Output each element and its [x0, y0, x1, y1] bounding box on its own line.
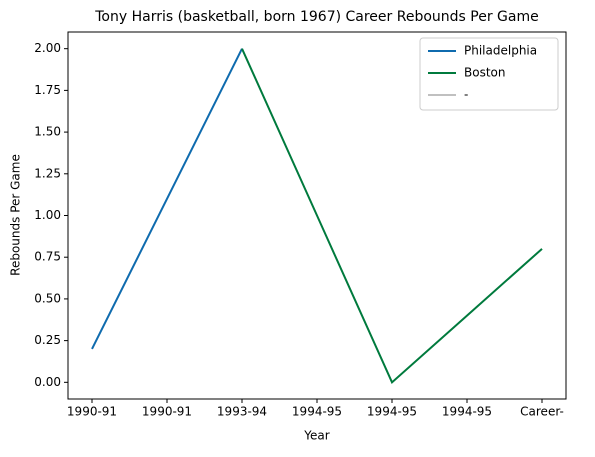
y-tick-label: 1.25 [34, 166, 61, 180]
legend-label: - [464, 88, 468, 102]
y-tick-label: 0.25 [34, 333, 61, 347]
y-tick-label: 0.75 [34, 250, 61, 264]
x-tick-label: 1994-95 [367, 405, 417, 419]
legend-label: Boston [464, 66, 505, 80]
y-tick-label: 0.00 [34, 375, 61, 389]
series-line [91, 48, 243, 350]
x-axis-label: Year [303, 429, 329, 443]
series-line [241, 48, 543, 384]
y-tick-label: 2.00 [34, 41, 61, 55]
y-tick-label: 1.50 [34, 125, 61, 139]
chart-title: Tony Harris (basketball, born 1967) Care… [94, 9, 538, 25]
x-tick-label: 1994-95 [292, 405, 342, 419]
y-tick-label: 0.50 [34, 291, 61, 305]
x-tick-label: Career- [520, 405, 564, 419]
x-tick-label: 1994-95 [442, 405, 492, 419]
y-axis-label: Rebounds Per Game [9, 154, 23, 276]
legend-label: Philadelphia [464, 44, 537, 58]
y-tick-label: 1.75 [34, 83, 61, 97]
x-tick-label: 1993-94 [217, 405, 267, 419]
y-tick-label: 1.00 [34, 208, 61, 222]
legend-box [419, 37, 559, 111]
x-tick-label: 1990-91 [142, 405, 192, 419]
x-tick-label: 1990-91 [67, 405, 117, 419]
